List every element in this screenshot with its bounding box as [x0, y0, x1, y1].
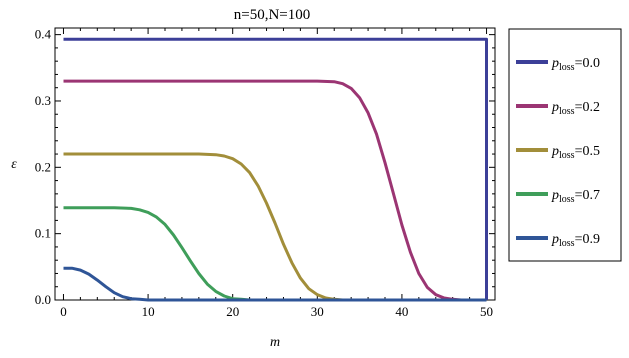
y-tick-label: 0.4 — [35, 27, 52, 42]
legend-entry-3: ploss=0.7 — [551, 188, 600, 205]
y-tick-label: 0.2 — [35, 159, 51, 174]
legend-entry-2: ploss=0.5 — [551, 144, 600, 161]
chart-title: n=50,N=100 — [234, 7, 311, 23]
plot-frame — [54, 27, 496, 301]
legend-frame — [508, 28, 622, 262]
x-tick-label: 50 — [480, 304, 493, 319]
x-tick-label: 0 — [60, 304, 67, 319]
legend-entry-0: ploss=0.0 — [551, 56, 600, 73]
x-tick-label: 10 — [142, 304, 155, 319]
legend: ploss=0.0 ploss=0.2 ploss=0.5 ploss=0.7 plos… — [508, 28, 622, 262]
x-axis-label: m — [270, 335, 280, 350]
series-line-4 — [63, 266, 487, 302]
legend-entry-1: ploss=0.2 — [551, 100, 600, 117]
legend-entry-4: ploss=0.9 — [551, 232, 600, 249]
series-line-1 — [63, 79, 487, 302]
y-tick-label: 0.1 — [35, 226, 51, 241]
y-axis-label: ε — [11, 157, 17, 172]
y-tick-label: 0.3 — [35, 93, 51, 108]
x-tick-label: 20 — [226, 304, 239, 319]
x-tick-label: 30 — [311, 304, 324, 319]
x-tick-label: 40 — [395, 304, 408, 319]
series-line-0 — [63, 37, 488, 300]
y-tick-label: 0.0 — [35, 292, 51, 307]
